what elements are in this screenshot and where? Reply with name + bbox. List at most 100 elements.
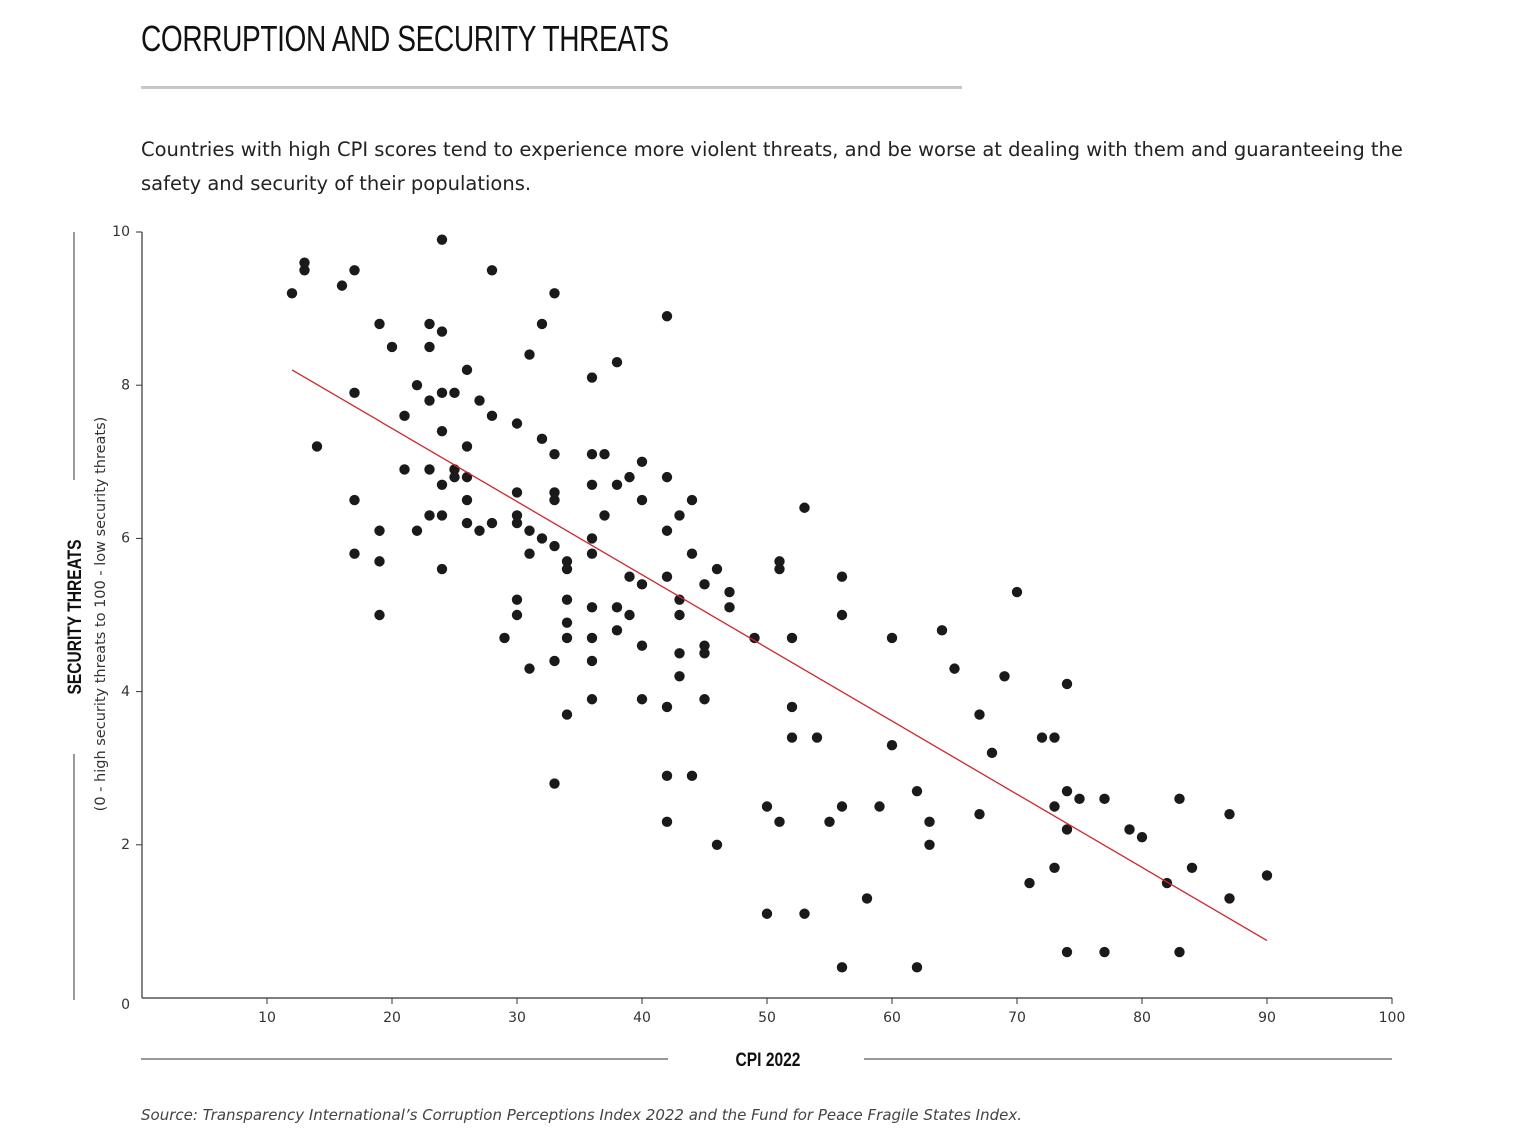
data-point xyxy=(874,801,885,812)
data-point xyxy=(586,694,598,705)
data-point xyxy=(511,418,523,429)
data-point xyxy=(1061,824,1073,835)
data-point xyxy=(886,740,898,751)
data-point xyxy=(461,494,473,506)
chart-title: CORRUPTION AND SECURITY THREATS xyxy=(141,18,669,59)
data-point xyxy=(499,632,510,644)
data-point xyxy=(799,908,810,919)
data-point xyxy=(536,318,548,330)
data-point xyxy=(774,563,785,575)
data-point xyxy=(674,510,685,521)
data-point xyxy=(436,387,448,399)
data-point xyxy=(674,609,685,621)
data-point xyxy=(611,625,623,636)
data-point xyxy=(549,494,560,506)
data-point xyxy=(561,709,573,720)
data-point xyxy=(799,502,810,513)
data-point xyxy=(449,387,460,399)
y-tick-label: 0 xyxy=(121,997,130,1013)
data-point xyxy=(1186,862,1198,873)
data-point xyxy=(686,770,698,782)
data-point xyxy=(424,341,435,353)
data-point xyxy=(949,663,960,674)
data-point xyxy=(349,548,360,559)
data-point xyxy=(661,770,673,782)
data-point xyxy=(661,471,673,483)
data-point xyxy=(624,471,635,483)
data-point xyxy=(1061,678,1073,690)
data-point xyxy=(999,671,1010,682)
data-point xyxy=(974,808,985,820)
data-point xyxy=(636,456,648,467)
data-point xyxy=(549,448,560,460)
data-point xyxy=(1011,586,1023,598)
data-point xyxy=(549,540,560,552)
data-point xyxy=(561,556,573,567)
data-point xyxy=(699,640,710,651)
data-point xyxy=(511,510,523,521)
data-point xyxy=(1136,831,1148,843)
data-point xyxy=(549,487,560,498)
data-point xyxy=(636,579,648,590)
data-point xyxy=(524,525,535,536)
data-point xyxy=(411,525,423,536)
data-point xyxy=(674,648,685,659)
data-point xyxy=(974,709,985,720)
data-point xyxy=(599,448,610,460)
data-point xyxy=(586,602,598,613)
data-point xyxy=(1261,870,1273,881)
axes: 0 2 4 6 8 10 10 20 30 40 50 60 70 80 90 100 xyxy=(112,224,1405,1026)
data-point xyxy=(661,701,673,713)
data-point xyxy=(511,487,523,498)
data-point xyxy=(374,609,385,621)
data-point xyxy=(436,510,448,521)
data-point xyxy=(586,655,598,667)
data-point xyxy=(511,609,523,621)
data-point xyxy=(424,464,435,475)
y-tick-label: 8 xyxy=(121,377,130,393)
data-point xyxy=(686,494,698,506)
title-divider xyxy=(141,86,962,89)
data-point xyxy=(836,609,848,621)
data-point xyxy=(349,494,360,506)
data-point xyxy=(1049,801,1060,812)
x-tick-label: 40 xyxy=(633,1010,651,1026)
x-tick-label: 80 xyxy=(1133,1010,1151,1026)
scatter-plot: 0 2 4 6 8 10 10 20 30 40 50 60 70 80 90 100 CPI 2022 SEC… xyxy=(64,224,1406,1070)
data-point xyxy=(699,694,710,705)
axis-labels: CPI 2022 SECURITY THREATS (0 - high securi… xyxy=(64,232,1392,1070)
data-point xyxy=(674,594,685,605)
data-points xyxy=(286,234,1273,973)
data-point xyxy=(624,609,635,621)
data-point xyxy=(749,632,760,644)
data-point xyxy=(549,655,560,667)
y-tick-label: 4 xyxy=(121,684,130,700)
chart-subtitle: Countries with high CPI scores tend to e… xyxy=(141,138,1403,195)
data-point xyxy=(1224,893,1235,904)
data-point xyxy=(811,732,823,743)
data-point xyxy=(561,594,573,605)
data-point xyxy=(511,517,523,529)
data-point xyxy=(786,732,798,743)
data-point xyxy=(449,471,460,483)
data-point xyxy=(436,479,448,490)
data-point xyxy=(661,311,673,322)
data-point xyxy=(786,701,798,713)
y-tick-label: 6 xyxy=(121,531,130,547)
data-point xyxy=(624,571,635,582)
data-point xyxy=(1099,793,1110,805)
data-point xyxy=(549,778,560,789)
data-point xyxy=(1024,877,1035,889)
data-point xyxy=(1049,732,1060,743)
data-point xyxy=(524,548,535,559)
data-point xyxy=(586,632,598,644)
data-point xyxy=(611,602,623,613)
data-point xyxy=(424,510,435,521)
data-point xyxy=(1061,785,1073,797)
data-point xyxy=(336,280,348,291)
data-point xyxy=(349,265,360,276)
source-note: Source: Transparency International’s Cor… xyxy=(141,1106,1022,1124)
data-point xyxy=(836,962,848,973)
data-point xyxy=(911,785,923,797)
data-point xyxy=(761,801,773,812)
